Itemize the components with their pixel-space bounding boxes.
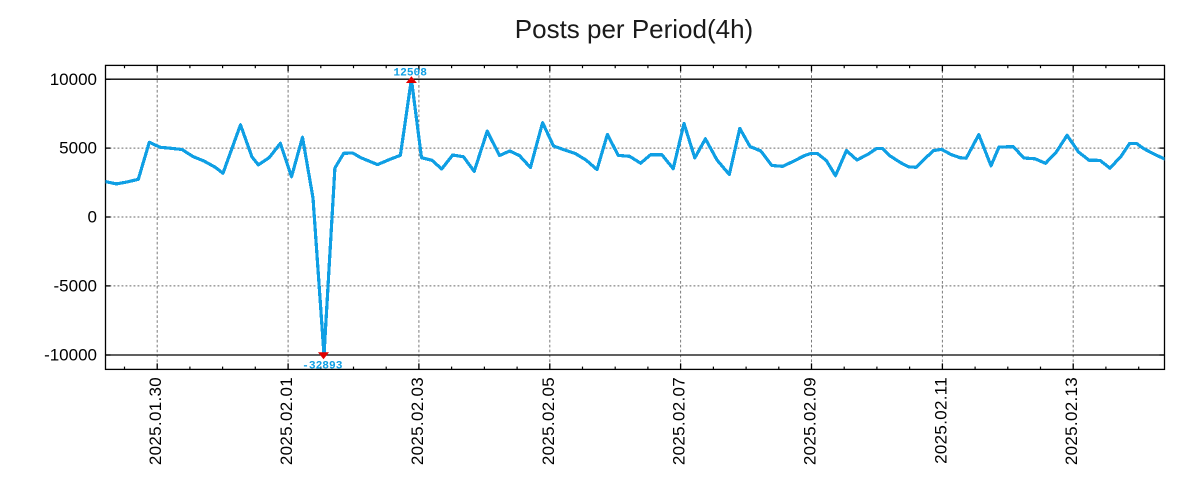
svg-text:Posts per Period(4h): Posts per Period(4h) [515, 14, 753, 44]
svg-text:2025.02.05: 2025.02.05 [539, 377, 558, 465]
svg-text:10000: 10000 [50, 70, 97, 89]
svg-text:12508: 12508 [393, 67, 427, 79]
svg-text:2025.02.13: 2025.02.13 [1062, 377, 1081, 465]
svg-text:2025.01.30: 2025.01.30 [146, 377, 165, 465]
svg-text:-32893: -32893 [302, 360, 343, 372]
svg-text:2025.02.09: 2025.02.09 [801, 377, 820, 465]
svg-text:2025.02.03: 2025.02.03 [408, 377, 427, 465]
svg-text:-5000: -5000 [54, 277, 97, 296]
svg-text:2025.02.07: 2025.02.07 [670, 377, 689, 465]
svg-text:2025.02.11: 2025.02.11 [931, 377, 950, 464]
svg-text:-10000: -10000 [44, 346, 97, 365]
svg-text:2025.02.01: 2025.02.01 [277, 377, 296, 465]
svg-text:0: 0 [88, 208, 97, 227]
svg-text:5000: 5000 [59, 139, 97, 158]
